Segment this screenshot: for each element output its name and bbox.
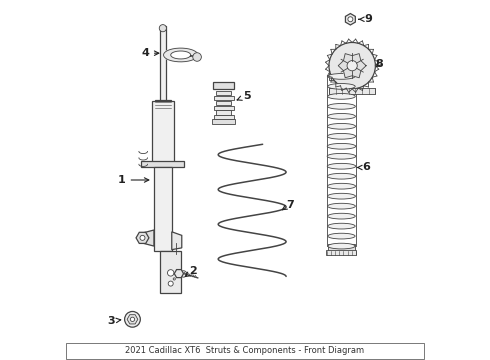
Polygon shape — [164, 48, 198, 62]
Ellipse shape — [327, 113, 355, 119]
Bar — [329, 88, 375, 94]
Bar — [160, 26, 166, 109]
Polygon shape — [172, 232, 182, 249]
Text: 2021 Cadillac XT6  Struts & Components - Front Diagram: 2021 Cadillac XT6 Struts & Components - … — [125, 346, 365, 355]
Bar — [214, 115, 234, 119]
Bar — [142, 161, 184, 167]
Ellipse shape — [327, 134, 356, 139]
Circle shape — [124, 311, 140, 327]
Ellipse shape — [328, 84, 355, 89]
Circle shape — [329, 42, 375, 89]
Ellipse shape — [327, 183, 356, 189]
Ellipse shape — [327, 143, 356, 149]
Text: 8: 8 — [375, 59, 383, 69]
Text: 9: 9 — [359, 14, 372, 24]
Circle shape — [140, 235, 145, 240]
Bar — [214, 96, 234, 100]
Bar — [328, 244, 355, 251]
Bar — [327, 76, 356, 246]
Bar — [216, 101, 231, 105]
Bar — [214, 106, 234, 110]
Polygon shape — [140, 230, 154, 246]
Bar — [154, 167, 172, 251]
Ellipse shape — [328, 94, 355, 99]
Circle shape — [347, 60, 357, 71]
Text: 6: 6 — [357, 162, 370, 172]
Circle shape — [173, 278, 175, 280]
Bar — [213, 82, 234, 89]
Circle shape — [168, 270, 174, 276]
Circle shape — [180, 271, 187, 277]
Bar — [212, 119, 235, 123]
Ellipse shape — [327, 203, 355, 209]
Text: 4: 4 — [141, 48, 159, 58]
Bar — [326, 249, 356, 255]
Polygon shape — [338, 54, 366, 78]
Ellipse shape — [327, 193, 355, 199]
Ellipse shape — [327, 153, 356, 159]
Bar — [160, 251, 181, 293]
Ellipse shape — [328, 223, 355, 229]
Ellipse shape — [327, 163, 356, 169]
Ellipse shape — [327, 174, 356, 179]
Ellipse shape — [328, 73, 355, 79]
Text: 2: 2 — [185, 266, 197, 276]
Ellipse shape — [327, 103, 355, 109]
Bar — [216, 111, 231, 114]
Bar — [329, 73, 354, 80]
Bar — [155, 100, 171, 111]
Circle shape — [130, 317, 135, 321]
Text: 1: 1 — [118, 175, 149, 185]
Circle shape — [348, 17, 353, 22]
Ellipse shape — [328, 213, 355, 219]
Ellipse shape — [328, 243, 355, 249]
Text: 5: 5 — [237, 91, 250, 101]
Circle shape — [168, 281, 173, 286]
Text: 3: 3 — [107, 316, 121, 326]
Bar — [66, 342, 424, 359]
Bar — [152, 102, 173, 162]
Bar — [216, 91, 231, 95]
Circle shape — [159, 24, 167, 32]
Ellipse shape — [328, 233, 355, 239]
Circle shape — [193, 53, 201, 61]
Ellipse shape — [327, 123, 356, 129]
Text: 7: 7 — [282, 200, 294, 210]
